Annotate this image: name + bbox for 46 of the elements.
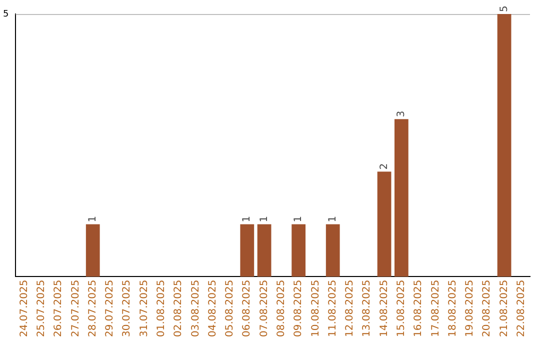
bar xyxy=(377,172,392,277)
x-tick-label: 11.08.2025 xyxy=(327,280,338,338)
x-tick-label: 07.08.2025 xyxy=(258,280,270,338)
x-tick-label: 29.07.2025 xyxy=(104,280,116,338)
x-tick-label: 15.08.2025 xyxy=(396,280,408,338)
x-tick-label: 16.08.2025 xyxy=(413,280,424,338)
x-tick-label: 25.07.2025 xyxy=(36,280,48,338)
data-label: 1 xyxy=(87,216,98,222)
x-tick-label: 03.08.2025 xyxy=(190,280,202,338)
bar xyxy=(257,224,272,277)
x-tick-label: 04.08.2025 xyxy=(207,280,218,338)
x-tick-label: 09.08.2025 xyxy=(293,280,304,338)
x-tick-label: 10.08.2025 xyxy=(310,280,322,338)
data-label: 1 xyxy=(258,216,270,222)
x-tick-label: 19.08.2025 xyxy=(464,280,476,338)
x-tick-label: 06.08.2025 xyxy=(242,280,253,338)
bar xyxy=(292,224,306,277)
x-tick-label: 24.07.2025 xyxy=(18,280,30,338)
x-tick-label: 12.08.2025 xyxy=(344,280,356,338)
x-tick-label: 30.07.2025 xyxy=(122,280,133,338)
x-tick-label: 17.08.2025 xyxy=(430,280,442,338)
x-tick-label: 20.08.2025 xyxy=(482,280,493,338)
x-tick-label: 27.07.2025 xyxy=(70,280,82,338)
x-tick-label: 21.08.2025 xyxy=(498,280,510,338)
data-label: 5 xyxy=(498,6,510,12)
x-tick-label: 18.08.2025 xyxy=(447,280,458,338)
x-tick-label: 08.08.2025 xyxy=(276,280,288,338)
bar xyxy=(86,224,100,277)
x-tick-label: 22.08.2025 xyxy=(516,280,528,338)
data-label: 2 xyxy=(378,163,390,170)
x-tick-label: 02.08.2025 xyxy=(173,280,184,338)
x-tick-label: 05.08.2025 xyxy=(224,280,236,338)
x-tick-label: 13.08.2025 xyxy=(362,280,373,338)
x-tick-label: 14.08.2025 xyxy=(378,280,390,338)
x-tick-label: 01.08.2025 xyxy=(156,280,168,338)
x-tick-label: 26.07.2025 xyxy=(53,280,64,338)
bar xyxy=(240,224,254,277)
x-tick-label: 31.07.2025 xyxy=(138,280,150,338)
x-tick-label: 28.07.2025 xyxy=(87,280,98,338)
data-label: 3 xyxy=(396,110,408,118)
bar xyxy=(394,119,408,277)
bar xyxy=(326,224,340,277)
bar xyxy=(497,14,512,277)
data-label: 1 xyxy=(327,216,338,222)
data-label: 1 xyxy=(242,216,253,222)
data-label: 1 xyxy=(293,216,304,222)
